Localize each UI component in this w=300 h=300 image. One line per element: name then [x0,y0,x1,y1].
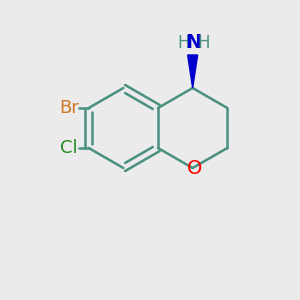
Text: O: O [187,158,202,178]
Text: Cl: Cl [60,139,77,157]
Text: Br: Br [59,99,79,117]
Polygon shape [188,55,198,88]
Text: H: H [197,34,210,52]
Text: H: H [177,34,190,52]
Text: N: N [185,34,202,52]
